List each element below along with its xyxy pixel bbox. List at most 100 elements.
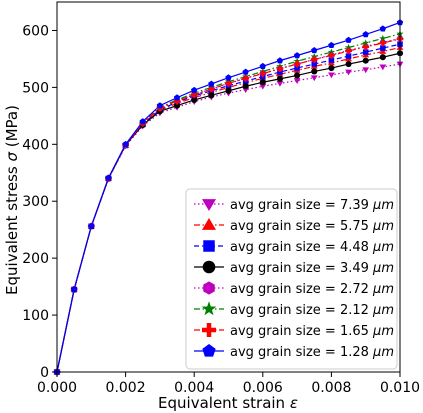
data-point-s3-p16 xyxy=(328,64,335,72)
data-point-s0-p18 xyxy=(362,67,370,74)
data-point-s6-p18 xyxy=(362,43,370,51)
data-point-s3-p15 xyxy=(311,68,318,75)
data-point-s6-p8 xyxy=(190,91,198,99)
legend-marker-6 xyxy=(202,323,216,337)
data-point-s6-p14 xyxy=(293,60,301,68)
data-point-s7-p15 xyxy=(311,46,318,54)
data-point-s7-p19 xyxy=(379,25,387,32)
data-point-s7-p1 xyxy=(70,286,78,293)
y-tick-label-5: 500 xyxy=(22,80,49,96)
data-point-s2-p19 xyxy=(380,45,386,51)
data-point-s6-p9 xyxy=(207,85,215,93)
y-tick-label-4: 400 xyxy=(22,137,49,153)
data-point-s2-p17 xyxy=(345,53,352,59)
data-point-s7-p10 xyxy=(225,74,232,81)
data-point-s3-p12 xyxy=(259,79,266,86)
data-point-s0-p15 xyxy=(310,75,318,82)
y-tick-label-6: 600 xyxy=(22,23,49,39)
data-point-s7-p9 xyxy=(208,80,215,87)
legend-box xyxy=(185,188,398,370)
y-tick-label-0: 0 xyxy=(40,365,49,381)
legend-marker-1 xyxy=(202,218,216,230)
data-point-s0-p12 xyxy=(259,83,267,90)
data-point-s7-p11 xyxy=(242,68,249,75)
data-point-s0-p17 xyxy=(345,69,352,76)
axes: 0.000 0.002 0.004 0.006 0.008 0.010 0 100 200 300… xyxy=(22,1,420,396)
data-point-s0-p14 xyxy=(293,78,301,84)
data-point-s3-p14 xyxy=(294,72,301,79)
data-point-s7-p16 xyxy=(328,41,335,49)
plot-markers xyxy=(53,19,404,376)
x-tick-label-4: 0.008 xyxy=(311,380,351,396)
data-point-s7-p17 xyxy=(345,36,352,43)
data-point-s7-p6 xyxy=(156,102,164,109)
data-point-s6-p19 xyxy=(379,39,387,47)
data-point-s3-p10 xyxy=(225,87,232,94)
legend-label-2: avg grain size = 4.48 μm xyxy=(230,240,394,255)
x-tick-label-5: 0.010 xyxy=(380,380,420,396)
legend-marker-0 xyxy=(202,199,216,211)
x-tick-label-0: 0.000 xyxy=(37,380,77,396)
legend-label-6: avg grain size = 1.65 μm xyxy=(230,324,394,339)
data-point-s6-p7 xyxy=(173,97,181,105)
data-point-s0-p13 xyxy=(276,81,284,87)
data-point-s7-p4 xyxy=(122,140,129,148)
data-point-s3-p11 xyxy=(242,83,249,90)
legend-marker-3 xyxy=(202,260,216,274)
data-point-s3-p9 xyxy=(208,92,215,99)
data-point-s3-p8 xyxy=(191,96,198,103)
x-tick-label-2: 0.004 xyxy=(174,380,214,396)
data-point-s7-p14 xyxy=(293,52,301,59)
legend-label-1: avg grain size = 5.75 μm xyxy=(230,219,394,234)
legend-label-3: avg grain size = 3.49 μm xyxy=(230,261,394,276)
data-point-s2-p14 xyxy=(294,65,300,71)
data-point-s2-p15 xyxy=(311,61,318,67)
data-point-s0-p16 xyxy=(328,72,335,79)
data-point-s0-p19 xyxy=(379,64,387,71)
data-point-s7-p18 xyxy=(362,31,369,38)
y-tick-label-2: 200 xyxy=(22,251,49,267)
data-point-s7-p8 xyxy=(190,86,198,93)
y-tick-label-3: 300 xyxy=(22,194,49,210)
x-tick-label-3: 0.006 xyxy=(243,380,283,396)
data-point-s3-p7 xyxy=(173,102,181,109)
data-point-s5-p18 xyxy=(362,39,370,47)
data-point-s7-p3 xyxy=(105,174,112,181)
y-axis-title: Equivalent stress σ (MPa) xyxy=(3,105,21,295)
data-point-s6-p12 xyxy=(259,70,267,78)
legend-marker-5 xyxy=(201,301,217,316)
data-point-s7-p2 xyxy=(88,222,95,230)
legend-marker-7 xyxy=(202,344,216,357)
data-point-s6-p13 xyxy=(276,65,284,72)
data-point-s5-p16 xyxy=(327,48,335,56)
data-point-s7-p13 xyxy=(276,57,284,64)
data-point-s1-p19 xyxy=(379,48,387,54)
data-point-s6-p17 xyxy=(345,47,352,55)
legend-marker-4 xyxy=(203,281,215,295)
data-point-s7-p7 xyxy=(173,94,181,101)
legend-label-0: avg grain size = 7.39 μm xyxy=(230,198,394,213)
data-point-s2-p13 xyxy=(277,69,283,75)
data-point-s2-p16 xyxy=(328,57,335,63)
data-point-s2-p18 xyxy=(362,49,369,55)
legend-label-5: avg grain size = 2.12 μm xyxy=(230,303,394,318)
data-point-s6-p10 xyxy=(225,80,232,87)
data-point-s6-p11 xyxy=(242,74,250,82)
data-point-s3-p18 xyxy=(362,57,369,64)
data-point-s7-p5 xyxy=(139,118,146,125)
legend-marker-2 xyxy=(203,240,215,252)
data-point-s5-p19 xyxy=(379,34,387,42)
data-point-s3-p13 xyxy=(276,75,284,82)
data-point-s3-p17 xyxy=(345,60,352,68)
legend-label-4: avg grain size = 2.72 μm xyxy=(230,282,394,297)
data-point-s7-p12 xyxy=(259,62,267,70)
x-tick-label-1: 0.002 xyxy=(106,380,146,396)
legend-label-7: avg grain size = 1.28 μm xyxy=(230,345,394,360)
data-point-s5-p17 xyxy=(344,43,353,51)
data-point-s3-p19 xyxy=(379,54,386,61)
plot-frame xyxy=(56,1,401,373)
data-point-s6-p16 xyxy=(328,52,335,59)
legend: avg grain size = 7.39 μm avg grain size =… xyxy=(185,188,398,370)
x-axis-title: Equivalent strain ε xyxy=(158,394,298,412)
